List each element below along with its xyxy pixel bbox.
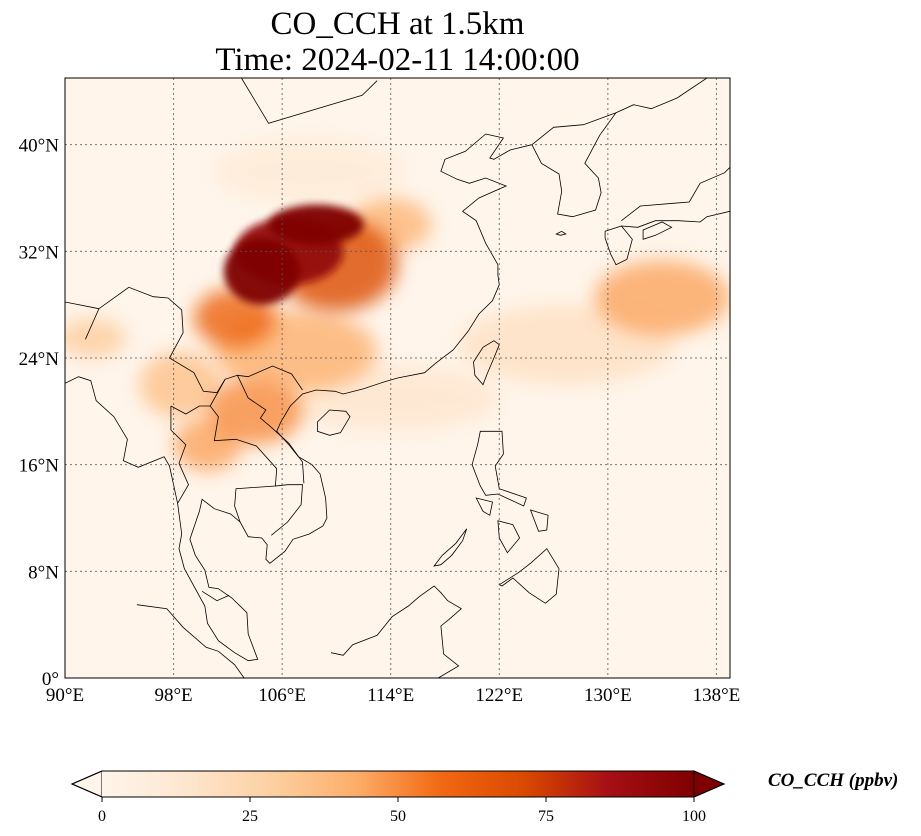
colorbar-tick-label: 0 (98, 808, 106, 825)
colorbar-extend-max (693, 770, 726, 798)
coast-mainland-east (65, 133, 508, 662)
plume-4 (65, 318, 127, 358)
lon-tick-label: 138°E (693, 685, 741, 706)
lat-tick-label: 40°N (19, 136, 60, 157)
colorbar-tick-label: 100 (682, 808, 706, 825)
island-mindanao (498, 548, 560, 604)
lat-tick-label: 24°N (19, 349, 60, 370)
island-panay-negros (497, 520, 521, 554)
colorbar: 0 25 50 75 100 (70, 770, 726, 825)
plume-14 (223, 238, 300, 305)
border-thai-cambodia (234, 485, 276, 523)
lon-tick-label: 130°E (584, 685, 632, 706)
island-taiwan (473, 340, 500, 386)
border-mongolia (241, 78, 378, 124)
island-samar (529, 509, 549, 532)
map-frame (64, 77, 731, 679)
island-mindoro (475, 497, 493, 516)
plume-1 (214, 138, 405, 205)
lat-tick-label: 8°N (28, 562, 59, 583)
title-line-2: Time: 2024-02-11 14:00:00 (215, 42, 580, 78)
coast-borneo (330, 585, 462, 678)
lon-tick-label: 106°E (258, 685, 306, 706)
border-mainland (85, 286, 303, 394)
lon-tick-label: 122°E (475, 685, 523, 706)
map-panel: 90°E 98°E 106°E 114°E 122°E 130°E 138°E 0° 8°N 1… (19, 77, 740, 706)
coast-korea (531, 112, 617, 218)
island-shikoku (642, 221, 673, 240)
lon-tick-label: 90°E (46, 685, 84, 706)
coast-bohai-north (485, 133, 532, 160)
border-indochina (209, 379, 303, 536)
island-sumatra (136, 604, 245, 678)
island-hainan (317, 409, 351, 436)
longitude-tick-labels: 90°E 98°E 106°E 114°E 122°E 130°E 138°E (46, 685, 740, 706)
border-peninsula (201, 590, 230, 602)
colorbar-label: CO_CCH (ppbv) (768, 770, 899, 791)
island-luzon (471, 430, 527, 507)
colorbar-tick-label: 75 (538, 808, 554, 825)
island-japan-honshu (621, 166, 730, 228)
coastlines (65, 78, 730, 678)
island-palawan (433, 528, 468, 567)
concentration-field (65, 138, 730, 472)
lon-tick-label: 98°E (154, 685, 192, 706)
plume-10 (207, 378, 303, 445)
colorbar-tick-label: 25 (242, 808, 258, 825)
plume-5 (139, 351, 222, 418)
lat-tick-label: 32°N (19, 242, 60, 263)
colorbar-ticks: 0 25 50 75 100 (98, 797, 706, 825)
lon-tick-label: 114°E (367, 685, 414, 706)
border-myanmar (170, 406, 189, 504)
border-china-north (65, 301, 99, 310)
lat-tick-label: 16°N (19, 456, 60, 477)
coast-russia-north (615, 78, 708, 114)
colorbar-gradient (102, 771, 694, 797)
colorbar-extend-min (70, 770, 103, 798)
border-laos-vietnam (237, 375, 305, 484)
plume-15 (268, 204, 364, 245)
border-china-korea (531, 112, 617, 146)
island-kyushu (604, 225, 633, 266)
title-line-1: CO_CCH at 1.5km (270, 6, 525, 42)
border-thailand (170, 405, 211, 415)
latitude-tick-labels: 0° 8°N 16°N 24°N 32°N 40°N (19, 136, 60, 690)
island-jeju (555, 230, 567, 236)
colorbar-tick-label: 50 (390, 808, 406, 825)
plume-9 (594, 260, 730, 336)
lat-tick-label: 0° (42, 669, 59, 690)
